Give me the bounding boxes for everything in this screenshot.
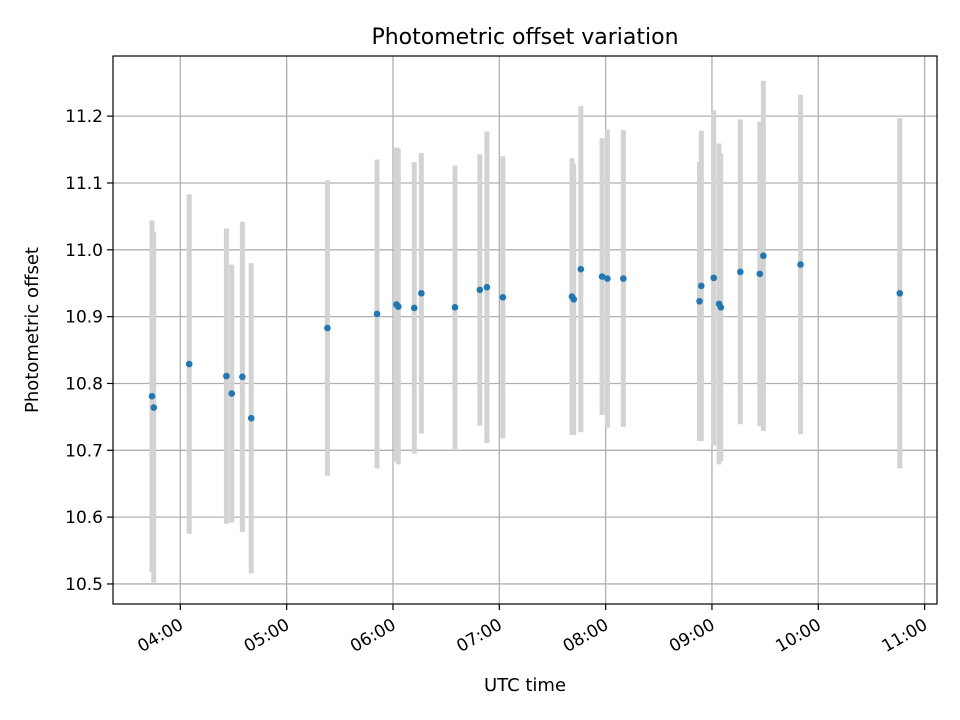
data-point [483, 283, 491, 291]
plot-frame [112, 55, 938, 605]
data-point [239, 373, 246, 381]
grid [113, 56, 937, 604]
data-point [223, 372, 230, 380]
chart-title: Photometric offset variation [371, 25, 678, 50]
x-tick-label: 06:00 [347, 615, 399, 657]
data-point [710, 274, 718, 282]
data-point [247, 414, 255, 422]
data-point [598, 273, 606, 280]
data-point [394, 303, 402, 310]
x-tick-label: 11:00 [879, 615, 931, 657]
y-tick-label: 11.2 [65, 107, 103, 127]
x-tick-label: 08:00 [560, 615, 612, 657]
data-point [228, 390, 236, 397]
x-tick-label: 10:00 [772, 615, 824, 657]
y-axis: 10.5 10.6 10.7 10.8 10.9 11.0 11.1 11.2 [65, 107, 113, 595]
x-axis: 04:00 05:00 06:00 07:00 08:00 09:00 10:00 11:00 [134, 604, 931, 657]
data-point [737, 268, 744, 276]
data-point [620, 275, 627, 282]
error-bars [149, 80, 903, 583]
data-point [499, 293, 507, 301]
data-point [185, 360, 193, 368]
y-tick-label: 10.6 [65, 508, 103, 528]
y-axis-label: Photometric offset [22, 247, 43, 413]
data-point [756, 270, 764, 278]
data-point [696, 297, 703, 305]
data-point [476, 286, 484, 294]
data-point [797, 261, 804, 268]
y-tick-label: 10.7 [65, 441, 103, 461]
y-tick-label: 11.0 [65, 241, 103, 261]
data-point [150, 404, 158, 411]
data-point [410, 304, 418, 312]
data-points [148, 252, 904, 422]
data-point [418, 289, 425, 297]
data-point [698, 282, 705, 290]
data-point [760, 252, 767, 260]
y-tick-label: 11.1 [65, 174, 103, 194]
data-point [148, 392, 156, 400]
data-point [324, 324, 331, 332]
y-tick-label: 10.9 [65, 308, 103, 328]
data-point [451, 303, 459, 311]
x-axis-label: UTC time [484, 675, 566, 696]
data-point [896, 289, 904, 297]
x-tick-label: 07:00 [453, 615, 505, 657]
x-tick-label: 04:00 [134, 615, 186, 657]
data-point [717, 303, 725, 311]
data-point [577, 265, 585, 273]
x-tick-label: 09:00 [666, 615, 718, 657]
y-tick-label: 10.8 [65, 374, 103, 394]
x-tick-label: 05:00 [241, 615, 293, 657]
data-point [373, 310, 381, 318]
y-tick-label: 10.5 [65, 575, 103, 595]
data-point [570, 295, 578, 303]
data-point [604, 275, 611, 282]
